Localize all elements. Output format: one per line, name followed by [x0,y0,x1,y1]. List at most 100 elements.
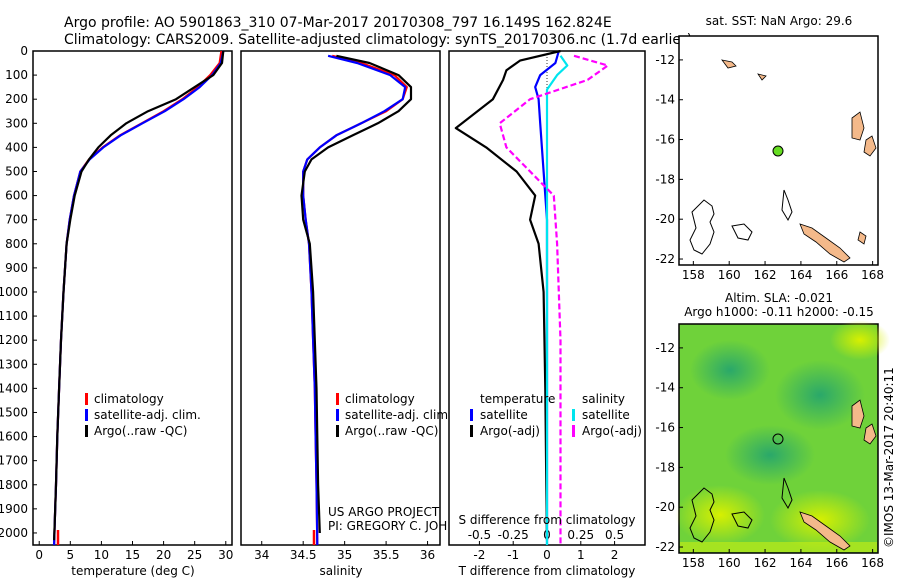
imos-stamp: ©IMOS 13-Mar-2017 20:40:11 [882,367,896,548]
argo-location-marker [772,145,784,157]
temperature-frame [32,50,233,546]
lat-tick-label: -18 [655,460,675,474]
depth-tick-label: 1200 [0,333,28,347]
temperature-legend: climatology satellite-adj. clim. Argo(..… [85,392,201,438]
x-tick-label: 34.5 [290,548,317,562]
vanuatu-island [851,399,865,429]
legend-satellite: satellite-adj. clim. [94,408,201,422]
depth-tick-label: 0 [20,44,28,58]
depth-tick-label: 500 [5,164,28,178]
t-difference-label: T difference from climatology [458,564,636,578]
x-tick-label: 0 [35,548,43,562]
temperature-xlabel: temperature (deg C) [71,564,194,578]
sla-low-anomaly [725,425,815,485]
legend-salinity-head: salinity [582,392,625,406]
legend-argo: Argo(..raw -QC) [94,424,187,438]
depth-tick-label: 100 [5,68,28,82]
sla-map: Altim. SLA: -0.021 Argo h1000: -0.11 h20… [655,291,890,570]
legend-temperature-head: temperature [480,392,555,406]
depth-tick-label: 1300 [0,357,28,371]
sla-map-title-line1: Altim. SLA: -0.021 [725,291,833,305]
sla-low-anomaly [775,360,865,430]
lat-tick-label: -20 [655,212,675,226]
difference-legend: temperature satellite Argo(-adj) salinit… [470,392,642,438]
lon-tick-label: 166 [825,268,848,282]
x-tick-label: 10 [94,548,109,562]
lon-tick-label: 160 [718,268,741,282]
depth-tick-label: 1700 [0,454,28,468]
lat-tick-label: -22 [655,540,675,554]
salinity-xlabel: salinity [319,564,362,578]
s-tick-label: 0.25 [567,528,594,542]
depth-tick-label: 1100 [0,309,28,323]
depth-tick-label: 300 [5,116,28,130]
series-line-salinity-satellite [545,55,569,545]
loyalty-islands-outline [731,511,753,529]
depth-axis: 0 100 200 300 400 500 600 700 800 900 1000 1100 1200… [0,44,453,540]
lon-tick-label: 166 [825,556,848,570]
x-tick-label: 15 [125,548,140,562]
lat-tick-label: -14 [655,381,675,395]
depth-tick-label: 200 [5,92,28,106]
new-caledonia-land [799,511,851,551]
sla-map-field [675,320,890,552]
x-tick-label: 34 [254,548,269,562]
x-tick-label: 5 [66,548,74,562]
series-line-temperature-argo-adj- [454,49,561,541]
depth-tick-label: 1500 [0,405,28,419]
lat-tick-label: -18 [655,172,675,186]
salinity-frame [240,50,441,546]
depth-tick-label: 1400 [0,381,28,395]
salinity-legend: climatology satellite-adj. clim. Argo(..… [336,392,452,438]
legend-s-argo-swatch [572,425,575,437]
depth-tick-label: 400 [5,140,28,154]
lat-tick-label: -12 [655,341,675,355]
x-tick-label: 20 [156,548,171,562]
depth-tick-label: 900 [5,261,28,275]
lat-tick-label: -22 [655,252,675,266]
temperature-x-axis: 0 5 10 15 20 25 30 [35,541,233,562]
legend-t-argo-swatch [470,425,473,437]
x-tick-label: 35 [337,548,352,562]
sla-map-axes: 158 160 162 164 166 168 -12 -14 -16 -18 -20 -22 [655,341,884,570]
depth-tick-label: 700 [5,213,28,227]
legend-satellite-swatch [336,409,339,421]
lat-tick-label: -12 [655,53,675,67]
credit-pi: PI: GREGORY C. JOHNSON [328,519,482,533]
lat-tick-label: -14 [655,93,675,107]
island-outline [781,477,793,510]
lon-tick-label: 164 [789,556,812,570]
legend-argo-swatch [85,425,88,437]
legend-t-satellite: satellite [480,408,528,422]
legend-s-satellite: satellite [582,408,630,422]
island-outline [781,189,793,222]
new-caledonia-outline [689,487,715,543]
legend-climatology: climatology [345,392,415,406]
lon-tick-label: 158 [682,268,705,282]
lon-tick-label: 168 [861,268,884,282]
legend-satellite: satellite-adj. clim. [345,408,452,422]
legend-s-argo: Argo(-adj) [582,424,642,438]
title-line2: Climatology: CARS2009. Satellite-adjuste… [64,32,692,48]
title-line1: Argo profile: AO 5901863_310 07-Mar-2017… [64,15,612,31]
island [757,73,767,81]
series-line-argo-raw-qc- [300,54,413,534]
temperature-panel: 0100200300400500600700800900100011001200… [0,44,453,578]
x-tick-label: 35.5 [373,548,400,562]
difference-panel: -2 -1 0 1 2-0.5 -0.25 0 0.25 0.5 temperature sat… [448,49,646,578]
depth-tick-label: 2000 [0,526,28,540]
legend-climatology: climatology [94,392,164,406]
x-tick-label: 30 [218,548,233,562]
x-tick-label: 0 [543,548,551,562]
lon-tick-label: 168 [861,556,884,570]
sla-map-coastlines [689,399,877,551]
vanuatu-island [863,135,877,157]
s-tick-label: 0.5 [605,528,624,542]
sst-map-axes: 158 160 162 164 166 168 -12 -14 -16 -18 -20 -22 [655,53,884,282]
lat-tick-label: -20 [655,500,675,514]
depth-tick-label: 600 [5,189,28,203]
series-line-satellite-adj-clim- [302,54,407,546]
difference-series [454,49,609,545]
depth-tick-label: 1600 [0,430,28,444]
